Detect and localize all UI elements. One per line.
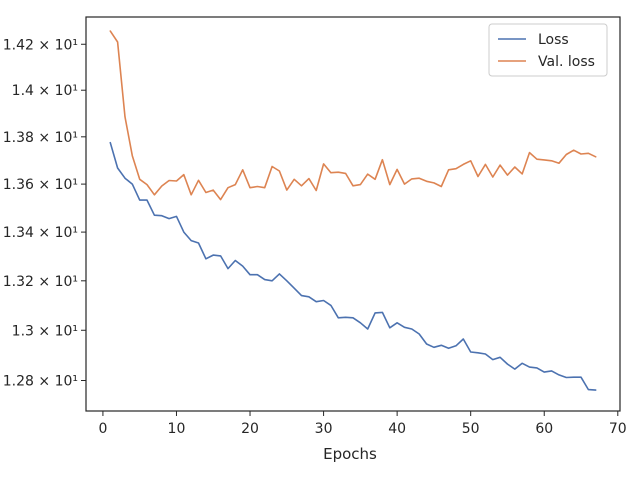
series-line-loss — [109, 141, 597, 391]
legend: Loss Val. loss — [488, 23, 608, 77]
plot-frame — [85, 16, 621, 412]
legend-label-loss: Loss — [538, 32, 569, 48]
legend-label-val-loss: Val. loss — [538, 54, 595, 70]
y-tick-label: 1.36 × 10¹ — [3, 177, 78, 193]
x-axis-label: Epochs — [323, 445, 377, 463]
y-tick-label: 1.3 × 10¹ — [12, 323, 78, 339]
x-tick-label: 10 — [168, 421, 186, 437]
plot-area — [86, 17, 620, 411]
y-tick-label: 1.32 × 10¹ — [3, 274, 78, 290]
legend-frame — [488, 23, 608, 77]
x-tick-label: 70 — [609, 421, 627, 437]
x-tick-label: 30 — [315, 421, 333, 437]
y-axis-ticks: 1.28 × 10¹ 1.3 × 10¹ 1.32 × 10¹ 1.34 × 10¹ 1… — [3, 37, 86, 389]
series-line-val-loss — [109, 30, 597, 201]
x-tick-label: 20 — [241, 421, 259, 437]
y-tick-label: 1.28 × 10¹ — [3, 373, 78, 389]
x-tick-label: 0 — [98, 421, 107, 437]
x-tick-label: 50 — [462, 421, 480, 437]
series-lines — [109, 30, 597, 391]
x-tick-label: 40 — [388, 421, 406, 437]
y-tick-label: 1.38 × 10¹ — [3, 130, 78, 146]
y-tick-label: 1.42 × 10¹ — [3, 37, 78, 53]
x-axis-ticks: 0 10 20 30 40 50 60 70 — [98, 411, 627, 437]
y-tick-label: 1.4 × 10¹ — [12, 83, 78, 99]
x-tick-label: 60 — [535, 421, 553, 437]
y-tick-label: 1.34 × 10¹ — [3, 225, 78, 241]
